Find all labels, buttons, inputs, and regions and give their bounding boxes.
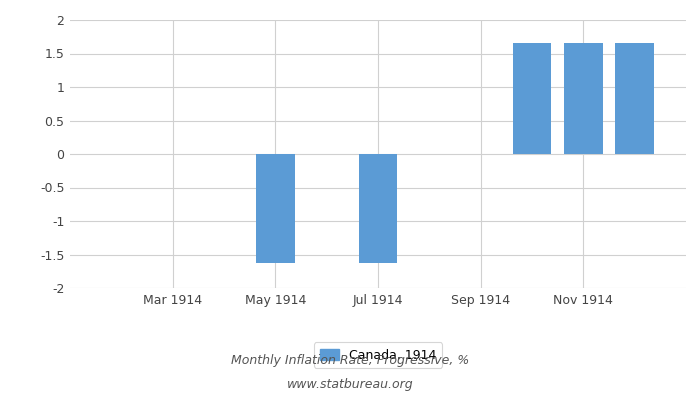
Bar [512, 43, 552, 154]
Text: Monthly Inflation Rate, Progressive, %: Monthly Inflation Rate, Progressive, % [231, 354, 469, 367]
Text: www.statbureau.org: www.statbureau.org [287, 378, 413, 391]
Legend: Canada, 1914: Canada, 1914 [314, 342, 442, 368]
Bar [615, 43, 654, 154]
Bar [564, 43, 603, 154]
Bar [358, 154, 398, 263]
Bar [256, 154, 295, 263]
